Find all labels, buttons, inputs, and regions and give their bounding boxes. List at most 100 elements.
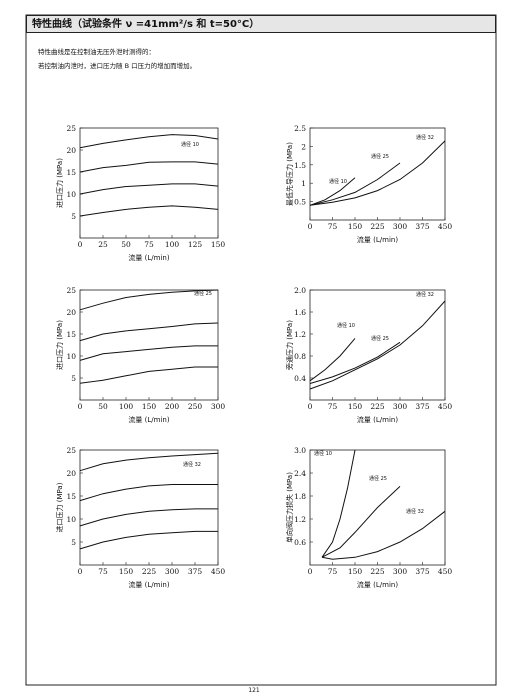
y-tick-label: 20 bbox=[66, 469, 76, 478]
y-tick-label: 5 bbox=[71, 374, 76, 383]
x-tick-label: 375 bbox=[415, 567, 430, 576]
x-tick-label: 300 bbox=[165, 567, 180, 576]
x-tick-label: 200 bbox=[165, 402, 180, 411]
x-tick-label: 50 bbox=[121, 240, 131, 249]
x-tick-label: 250 bbox=[188, 402, 203, 411]
x-tick-label: 300 bbox=[211, 402, 226, 411]
y-tick-label: 15 bbox=[66, 330, 76, 339]
y-tick-label: 0.4 bbox=[294, 374, 306, 383]
curve bbox=[79, 345, 218, 361]
curve bbox=[79, 289, 219, 311]
x-axis-label: 流量 (L/min) bbox=[357, 580, 398, 589]
x-tick-label: 375 bbox=[415, 402, 430, 411]
curve bbox=[321, 486, 401, 558]
annotation: 通径 32 bbox=[183, 461, 201, 468]
x-tick-label: 300 bbox=[393, 222, 408, 231]
curve bbox=[309, 300, 446, 390]
y-axis-label: 进口压力 (MPa) bbox=[55, 482, 64, 532]
curve bbox=[309, 338, 356, 382]
x-tick-label: 25 bbox=[98, 240, 108, 249]
y-tick-label: 20 bbox=[66, 146, 76, 155]
curve bbox=[79, 452, 219, 472]
x-tick-label: 150 bbox=[211, 240, 226, 249]
x-tick-label: 375 bbox=[188, 567, 203, 576]
x-tick-label: 75 bbox=[144, 240, 154, 249]
annotation: 通径 10 bbox=[314, 450, 332, 457]
y-axis-label: 进口压力 (MPa) bbox=[55, 320, 64, 370]
curve bbox=[79, 183, 219, 195]
page-number: 121 bbox=[248, 687, 260, 693]
annotation: 通径 25 bbox=[369, 475, 387, 482]
curve bbox=[309, 177, 356, 206]
y-tick-label: 10 bbox=[66, 190, 76, 199]
note: 特性曲线是在控制油无压外泄时测得的： bbox=[38, 47, 155, 56]
curve bbox=[309, 341, 401, 384]
curve bbox=[79, 508, 218, 527]
y-tick-label: 3.0 bbox=[294, 446, 306, 455]
y-tick-label: 15 bbox=[66, 492, 76, 501]
x-tick-label: 100 bbox=[165, 240, 180, 249]
y-tick-label: 1.2 bbox=[294, 330, 306, 339]
y-tick-label: 0.6 bbox=[294, 538, 306, 547]
y-tick-label: 10 bbox=[66, 515, 76, 524]
y-axis-label: 最低先导压力 (MPa) bbox=[285, 142, 294, 206]
curve bbox=[79, 134, 219, 149]
curve bbox=[309, 162, 401, 206]
annotation: 通径 10 bbox=[329, 178, 347, 185]
x-tick-label: 150 bbox=[119, 567, 134, 576]
x-tick-label: 125 bbox=[188, 240, 203, 249]
y-tick-label: 10 bbox=[66, 352, 76, 361]
curve bbox=[309, 140, 446, 206]
y-tick-label: 5 bbox=[71, 538, 76, 547]
plot-area bbox=[309, 289, 446, 401]
y-tick-label: 15 bbox=[66, 168, 76, 177]
note: 若控制油内泄时，进口压力随 B 口压力的增加而增加。 bbox=[38, 61, 196, 70]
header-title: 特性曲线（试验条件 ν =41mm²/s 和 t=50°C） bbox=[32, 17, 259, 30]
y-tick-label: 20 bbox=[66, 308, 76, 317]
y-tick-label: 1 bbox=[301, 179, 306, 188]
y-tick-label: 1.2 bbox=[294, 515, 306, 524]
x-tick-label: 75 bbox=[98, 567, 108, 576]
x-tick-label: 100 bbox=[119, 402, 134, 411]
x-tick-label: 75 bbox=[328, 222, 338, 231]
curve bbox=[79, 366, 218, 384]
curve bbox=[321, 510, 446, 560]
x-tick-label: 0 bbox=[308, 567, 313, 576]
y-tick-label: 1.5 bbox=[294, 161, 306, 170]
x-tick-label: 0 bbox=[78, 240, 83, 249]
x-tick-label: 0 bbox=[308, 402, 313, 411]
annotation: 通径 25 bbox=[371, 335, 389, 342]
x-tick-label: 375 bbox=[415, 222, 430, 231]
x-tick-label: 150 bbox=[348, 222, 363, 231]
annotation: 通径 10 bbox=[337, 322, 355, 329]
x-tick-label: 300 bbox=[393, 402, 408, 411]
x-tick-label: 75 bbox=[328, 567, 338, 576]
y-tick-label: 5 bbox=[71, 212, 76, 221]
y-tick-label: 2.0 bbox=[294, 286, 306, 295]
curve bbox=[79, 161, 219, 173]
x-tick-label: 450 bbox=[438, 402, 453, 411]
x-axis-label: 流量 (L/min) bbox=[357, 415, 398, 424]
x-tick-label: 300 bbox=[393, 567, 408, 576]
annotation: 通径 32 bbox=[406, 508, 424, 515]
x-axis-label: 流量 (L/min) bbox=[128, 253, 169, 262]
y-axis-label: 旁通压力 (MPa) bbox=[285, 320, 294, 370]
x-tick-label: 50 bbox=[98, 402, 108, 411]
x-tick-label: 225 bbox=[142, 567, 157, 576]
x-axis-label: 流量 (L/min) bbox=[128, 580, 169, 589]
x-tick-label: 225 bbox=[370, 402, 385, 411]
x-tick-label: 150 bbox=[142, 402, 157, 411]
x-tick-label: 225 bbox=[370, 222, 385, 231]
plot-area bbox=[309, 127, 446, 221]
x-tick-label: 150 bbox=[348, 567, 363, 576]
y-tick-label: 2.4 bbox=[294, 469, 306, 478]
y-axis-label: 进口压力 (MPa) bbox=[55, 158, 64, 208]
y-tick-label: 25 bbox=[66, 124, 76, 133]
curve bbox=[321, 449, 356, 558]
x-axis-label: 流量 (L/min) bbox=[128, 415, 169, 424]
x-tick-label: 0 bbox=[78, 402, 83, 411]
y-tick-label: 0.8 bbox=[294, 352, 306, 361]
x-tick-label: 75 bbox=[328, 402, 338, 411]
